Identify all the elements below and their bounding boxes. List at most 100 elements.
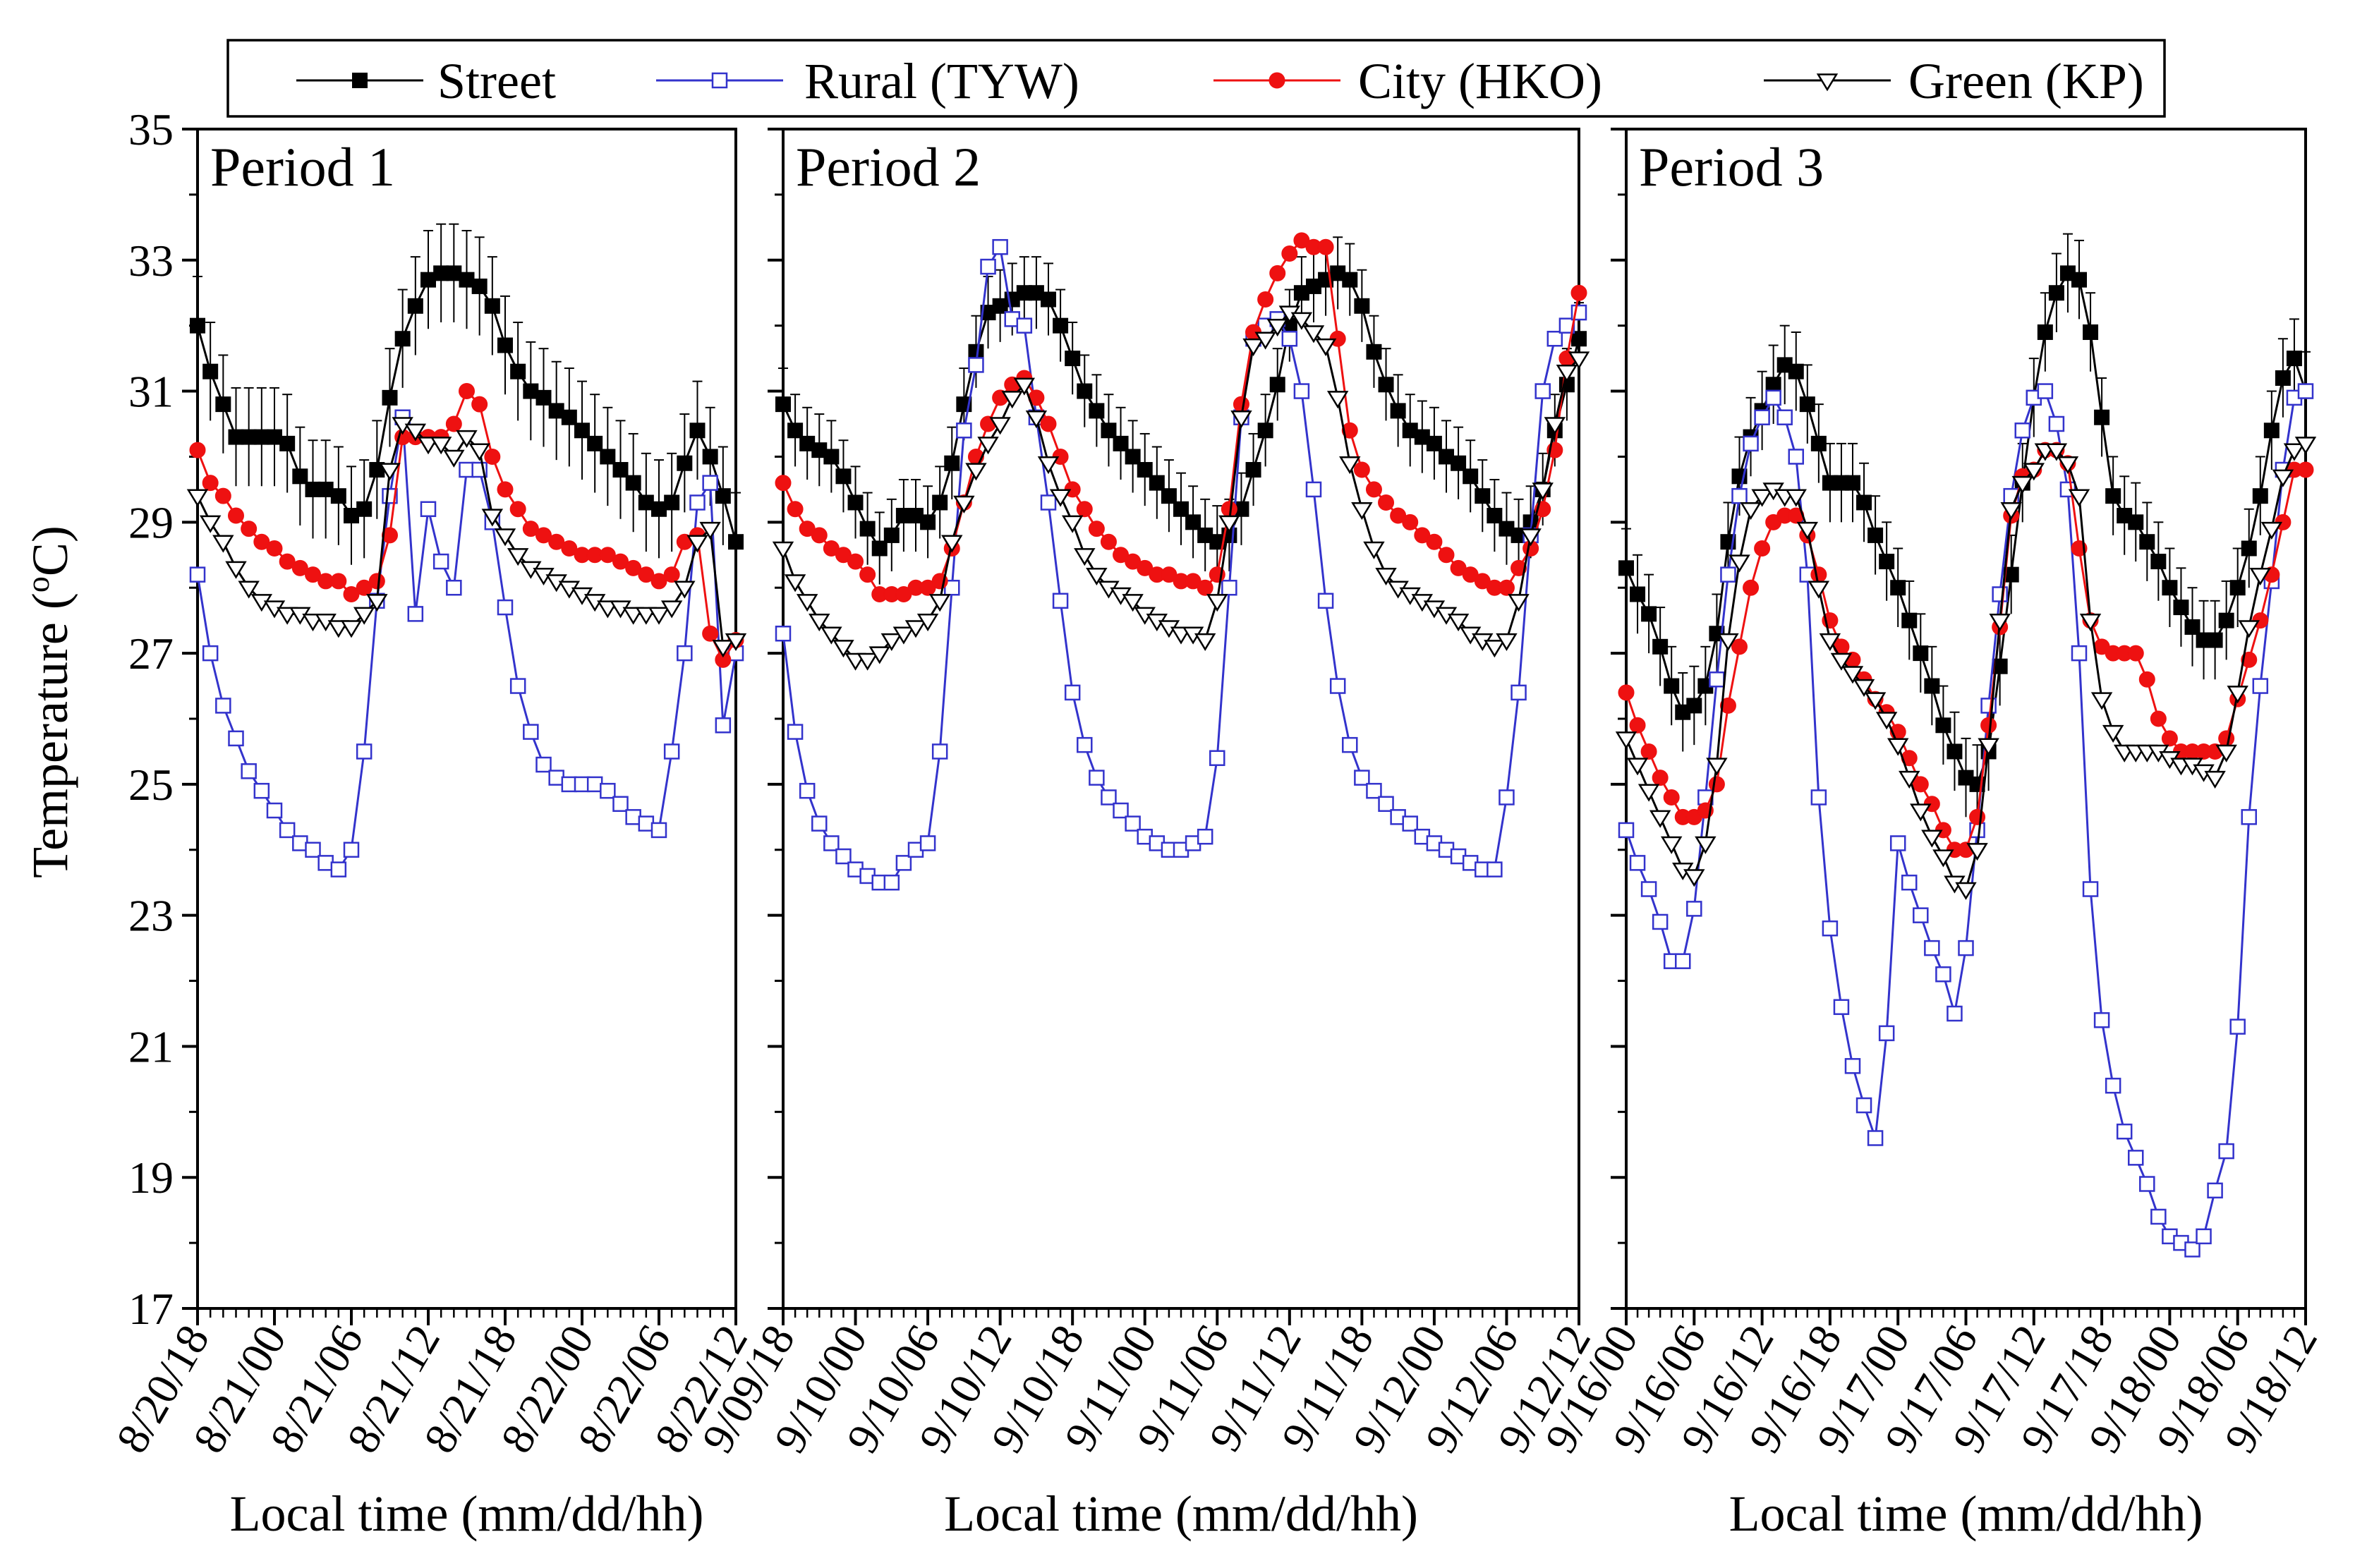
data-point (1743, 435, 1759, 452)
data-point (1889, 835, 1906, 851)
data-point (228, 507, 244, 524)
data-point (919, 835, 936, 851)
data-point (2263, 423, 2280, 439)
data-point (1947, 1005, 1963, 1022)
data-point (2128, 514, 2144, 530)
data-point (190, 317, 205, 334)
data-point (1913, 907, 1929, 923)
data-point (1233, 396, 1249, 413)
data-point (1686, 698, 1702, 714)
data-point (2252, 678, 2269, 694)
data-point (1185, 514, 1201, 530)
data-point (574, 423, 590, 439)
data-point (253, 782, 270, 799)
data-point (2079, 613, 2102, 632)
panel-2-x-axis-title: Local time (mm/dd/hh) (944, 1485, 1418, 1542)
data-point (1341, 422, 1358, 439)
data-point (266, 802, 283, 819)
data-point (895, 855, 912, 871)
data-point (432, 553, 449, 570)
data-point (2275, 370, 2291, 386)
data-point (417, 437, 440, 455)
data-point (1719, 697, 1736, 714)
data-point (1706, 758, 1728, 776)
data-point (1629, 855, 1646, 871)
data-point (1640, 881, 1657, 897)
data-point (1720, 566, 1736, 583)
data-point (892, 626, 915, 645)
data-point (1717, 633, 1739, 651)
data-point (1451, 455, 1467, 471)
data-point (612, 462, 629, 478)
data-point (267, 429, 282, 445)
data-point (1966, 843, 1988, 861)
data-point (2184, 1241, 2200, 1258)
data-point (2048, 285, 2064, 301)
data-point (2196, 1228, 2212, 1245)
data-point (1086, 567, 1108, 586)
data-point (1065, 351, 1081, 367)
data-point (2102, 724, 2124, 743)
data-point (202, 475, 219, 492)
data-point (2229, 1019, 2246, 1035)
data-point (1924, 678, 1940, 694)
data-point (330, 488, 346, 504)
data-point (535, 527, 552, 544)
data-point (1532, 482, 1554, 501)
data-point (1402, 513, 1419, 530)
data-point (279, 435, 296, 451)
data-point (2014, 423, 2030, 439)
data-point (202, 363, 219, 379)
data-point (189, 566, 206, 583)
data-point (686, 535, 708, 553)
panel-1-series-city-hko (189, 383, 744, 668)
panel-2-series-green-kp (772, 305, 1590, 671)
data-point (1077, 736, 1093, 753)
data-point (1754, 409, 1770, 425)
data-point (1855, 1097, 1872, 1114)
data-point (481, 509, 504, 527)
panel-2-series-street (775, 236, 1587, 585)
data-point (1864, 692, 1887, 710)
data-point (2068, 489, 2090, 507)
data-point (1049, 489, 1072, 507)
legend-item-street: Street (296, 53, 556, 109)
data-point (811, 527, 828, 544)
data-point (497, 337, 513, 353)
data-point (1366, 782, 1382, 799)
data-point (2011, 475, 2033, 494)
data-point (1254, 332, 1276, 350)
data-point (1100, 533, 1117, 550)
data-point (2215, 744, 2237, 762)
data-point (1546, 330, 1563, 347)
data-point (2150, 1208, 2167, 1225)
data-point (1695, 836, 1717, 854)
data-point (1969, 808, 1986, 825)
data-point (1556, 364, 1578, 383)
data-point (523, 383, 539, 399)
data-point (494, 528, 516, 547)
data-point (1663, 789, 1680, 806)
data-point (241, 521, 258, 537)
data-point (1878, 1025, 1895, 1042)
data-point (1365, 481, 1382, 498)
legend-marker (1816, 73, 1839, 92)
data-point (1390, 403, 1406, 419)
data-point (1921, 829, 1943, 848)
data-point (775, 396, 791, 413)
data-point (1844, 1058, 1861, 1074)
data-point (1570, 284, 1587, 301)
data-point (1245, 462, 1261, 478)
legend-frame (226, 39, 2166, 118)
data-point (1841, 666, 1864, 684)
data-point (847, 553, 864, 570)
data-point (2227, 686, 2248, 704)
data-point (305, 841, 321, 858)
data-point (253, 429, 270, 445)
data-point (612, 553, 629, 570)
data-point (340, 620, 363, 638)
data-point (471, 396, 488, 413)
data-point (1660, 836, 1683, 854)
data-point (1890, 580, 1906, 596)
data-point (356, 743, 373, 760)
